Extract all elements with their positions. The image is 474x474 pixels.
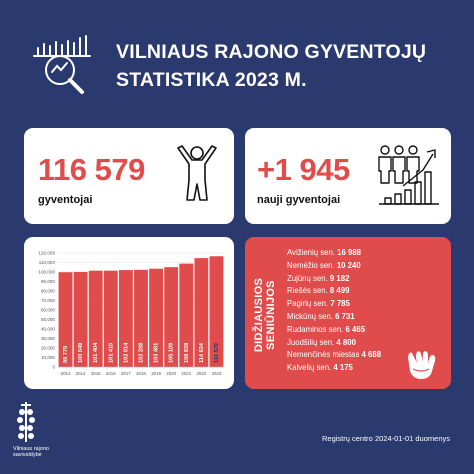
logo-line-2: savivaldybė xyxy=(13,452,42,459)
title-line-1: VILNIAUS RAJONO GYVENTOJŲ xyxy=(116,41,427,63)
x-tick-label: 2020 xyxy=(166,371,176,376)
seniunija-item: Riešės sen. 8 499 xyxy=(287,285,447,298)
bar xyxy=(179,263,194,367)
source-note: Registrų centro 2024-01-01 duomenys xyxy=(322,434,450,443)
seniunija-name: Kalvelių sen. xyxy=(287,363,334,373)
new-residents-label: nauji gyventojai xyxy=(257,194,341,206)
seniunijos-card: DIDŽIAUSIOS SENIŪNIJOS Avižienių sen. 16… xyxy=(245,237,451,389)
population-card: 116 579 gyventojai xyxy=(24,128,234,224)
population-label: gyventojai xyxy=(38,194,93,206)
y-tick-label: 20,000 xyxy=(41,346,55,351)
seniunija-name: Rudaminos sen. xyxy=(287,324,346,334)
seniunijos-list: Avižienių sen. 16 988 Nemėžio sen. 10 240… xyxy=(287,247,447,375)
bar-value-label: 100 049 xyxy=(78,343,84,363)
y-tick-label: 10,000 xyxy=(41,355,55,360)
seniunija-value: 4 175 xyxy=(333,363,353,373)
bar-value-label: 102 014 xyxy=(123,342,129,363)
x-tick-label: 2018 xyxy=(136,371,146,376)
x-tick-label: 2021 xyxy=(181,371,191,376)
hand-icon xyxy=(408,351,436,379)
bar xyxy=(58,272,73,367)
coat-of-arms-icon xyxy=(17,402,35,442)
bar xyxy=(194,258,209,367)
seniunija-name: Riešės sen. xyxy=(287,286,330,296)
y-tick-label: 0 xyxy=(52,365,55,370)
bar-value-label: 114 634 xyxy=(199,342,205,363)
y-tick-label: 110,000 xyxy=(39,260,56,265)
seniunija-item: Mickūnų sen. 6 731 xyxy=(287,311,447,324)
bar-value-label: 116 579 xyxy=(214,343,220,363)
magnifier-bar-chart-icon xyxy=(33,35,91,94)
bar-value-label: 105 109 xyxy=(169,343,175,363)
seniunija-value: 16 988 xyxy=(337,248,361,257)
seniunija-item: Zujūnų sen. 9 182 xyxy=(287,273,447,286)
seniunija-name: Nemėžio sen. xyxy=(287,260,337,270)
bar xyxy=(209,256,224,367)
seniunija-name: Mickūnų sen. xyxy=(287,311,336,321)
x-tick-label: 2012 xyxy=(61,371,71,376)
bar-value-label: 108 828 xyxy=(184,343,190,363)
logo-text: Vilniaus rajono savivaldybė xyxy=(13,446,49,458)
seniunija-item: Rudaminos sen. 6 465 xyxy=(287,324,447,337)
x-tick-label: 2014 xyxy=(76,371,86,376)
y-tick-label: 50,000 xyxy=(41,317,55,322)
seniunija-item: Kalvelių sen. 4 175 xyxy=(287,362,447,375)
seniunija-item: Juodšilių sen. 4 800 xyxy=(287,337,447,350)
new-residents-card: +1 945 nauji gyventojai xyxy=(245,128,451,224)
x-tick-label: 2015 xyxy=(91,371,101,376)
seniunija-item: Nemėžio sen. 10 240 xyxy=(287,260,447,273)
seniunija-item: Nemenčinės miestas 4 688 xyxy=(287,349,447,362)
bar xyxy=(134,269,148,367)
bar-value-label: 101 410 xyxy=(108,343,114,363)
bar xyxy=(73,271,88,367)
y-tick-label: 40,000 xyxy=(41,327,55,332)
chart-card: 0 10,000 20,000 30,000 40,000 50,000 60,000 70,… xyxy=(24,237,234,389)
bar xyxy=(149,268,164,367)
y-tick-label: 90,000 xyxy=(41,279,55,284)
title-line-2: STATISTIKA 2023 M. xyxy=(116,69,307,91)
logo-line-1: Vilniaus rajono xyxy=(13,446,49,452)
new-residents-value: +1 945 xyxy=(257,152,350,187)
y-tick-label: 100,000 xyxy=(38,270,55,275)
seniunija-name: Nemenčinės miestas xyxy=(287,350,362,360)
x-tick-label: 2017 xyxy=(121,371,131,376)
x-tick-label: 2022 xyxy=(196,371,206,376)
population-bar-chart: 0 10,000 20,000 30,000 40,000 50,000 60,000 70,… xyxy=(38,251,224,376)
bar xyxy=(88,270,103,367)
y-tick-label: 70,000 xyxy=(41,298,55,303)
seniunija-value: 4 688 xyxy=(361,350,382,360)
bar xyxy=(118,270,133,367)
population-value: 116 579 xyxy=(38,152,145,187)
seniunija-name: Avižienių sen. xyxy=(287,248,338,257)
seniunija-value: 10 240 xyxy=(336,260,361,270)
seniunija-value: 8 499 xyxy=(329,286,350,296)
bar xyxy=(164,267,179,367)
bar xyxy=(103,270,118,367)
bar-value-label: 101 404 xyxy=(93,342,99,363)
seniunija-name: Zujūnų sen. xyxy=(287,273,330,283)
seniunija-item: Avižienių sen. 16 988 xyxy=(287,247,447,260)
y-tick-label: 80,000 xyxy=(41,289,55,294)
x-tick-label: 2023 xyxy=(212,371,222,376)
seniunijos-title: DIDŽIAUSIOS SENIŪNIJOS xyxy=(253,277,277,353)
y-tick-label: 60,000 xyxy=(41,308,55,313)
seniunija-name: Juodšilių sen. xyxy=(287,337,337,347)
y-tick-label: 30,000 xyxy=(41,336,55,341)
seniunija-value: 7 785 xyxy=(330,299,350,309)
bar-value-label: 99 779 xyxy=(63,346,69,363)
x-tick-label: 2019 xyxy=(151,371,161,376)
page-title: VILNIAUS RAJONO GYVENTOJŲ STATISTIKA 202… xyxy=(116,38,426,94)
people-growth-icon xyxy=(378,145,439,205)
seniunija-value: 6 731 xyxy=(335,311,355,321)
seniunija-item: Pagirių sen. 7 785 xyxy=(287,298,447,311)
person-icon xyxy=(177,145,217,201)
seniunija-value: 4 800 xyxy=(336,337,356,347)
seniunija-value: 6 465 xyxy=(345,324,366,334)
y-tick-label: 120,000 xyxy=(38,251,55,256)
bar-value-label: 102 288 xyxy=(138,343,144,363)
x-tick-label: 2016 xyxy=(106,371,116,376)
bar-value-label: 103 481 xyxy=(154,343,160,363)
seniunija-name: Pagirių sen. xyxy=(287,299,331,309)
seniunija-value: 9 182 xyxy=(329,273,350,283)
